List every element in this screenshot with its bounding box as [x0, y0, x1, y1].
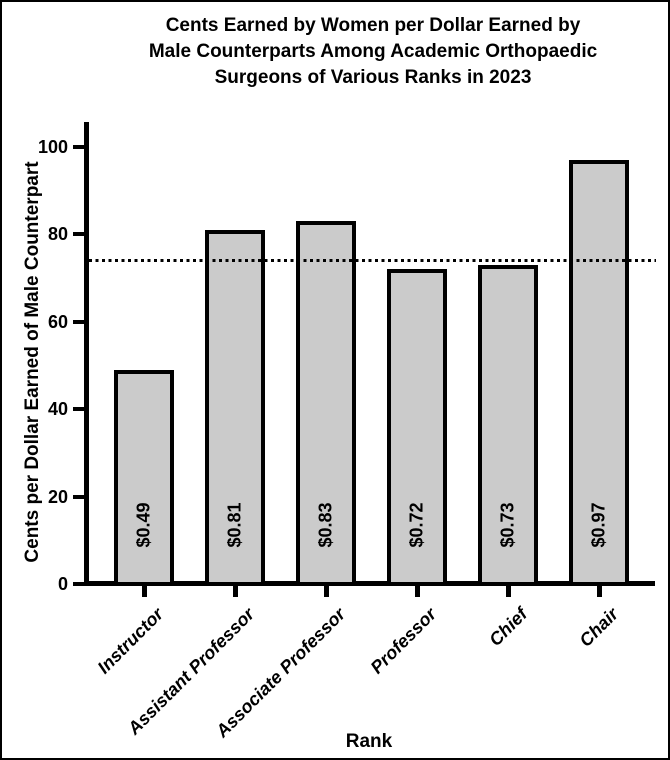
bar-value-label: $0.81: [224, 502, 245, 548]
x-tick-mark: [323, 586, 329, 597]
y-tick-mark: [73, 232, 84, 237]
x-tick-mark: [232, 586, 238, 597]
y-tick-label: 0: [57, 574, 68, 594]
y-tick-label: 60: [47, 311, 68, 332]
bar-associate-professor: [296, 221, 356, 586]
y-tick-mark: [73, 582, 84, 586]
x-tick-label-instructor: Instructor: [93, 604, 168, 678]
bar-chair: [569, 160, 629, 586]
bar-value-label: $0.97: [588, 502, 609, 548]
x-tick-label-chief: Chief: [485, 604, 532, 650]
chart-title-line-1: Cents Earned by Women per Dollar Earned …: [165, 15, 581, 36]
y-tick-mark: [73, 319, 84, 324]
y-tick-mark: [73, 145, 84, 149]
y-tick-label: 20: [47, 486, 68, 507]
x-tick-mark: [505, 586, 511, 597]
bar-value-label: $0.72: [406, 502, 427, 548]
bar-value-label: $0.49: [133, 502, 154, 548]
bar-chief: [478, 264, 538, 586]
y-tick-mark: [73, 494, 84, 499]
x-tick-mark: [141, 586, 147, 597]
y-tick-label: 80: [47, 224, 68, 245]
y-tick-label: 100: [37, 137, 68, 157]
chart-title: Cents Earned by Women per Dollar Earned …: [86, 13, 660, 91]
x-tick-mark: [596, 586, 602, 597]
x-axis-title: Rank: [345, 731, 393, 752]
bar-assistant-professor: [205, 230, 265, 586]
bar-value-label: $0.83: [315, 502, 336, 548]
bar-instructor: [114, 369, 174, 586]
chart-title-line-2: Male Counterparts Among Academic Orthopa…: [148, 41, 598, 62]
x-tick-mark: [414, 586, 420, 597]
chart-title-line-3: Surgeons of Various Ranks in 2023: [214, 67, 532, 88]
y-tick-label: 40: [47, 399, 68, 420]
x-tick-label-chair: Chair: [575, 604, 623, 651]
bar-professor: [387, 269, 447, 586]
bar-value-label: $0.73: [497, 502, 518, 548]
y-tick-mark: [73, 407, 84, 412]
x-tick-label-professor: Professor: [366, 604, 441, 678]
x-axis-line: [84, 581, 655, 586]
y-axis-line: [84, 122, 89, 586]
reference-dotted-line: [89, 259, 656, 263]
